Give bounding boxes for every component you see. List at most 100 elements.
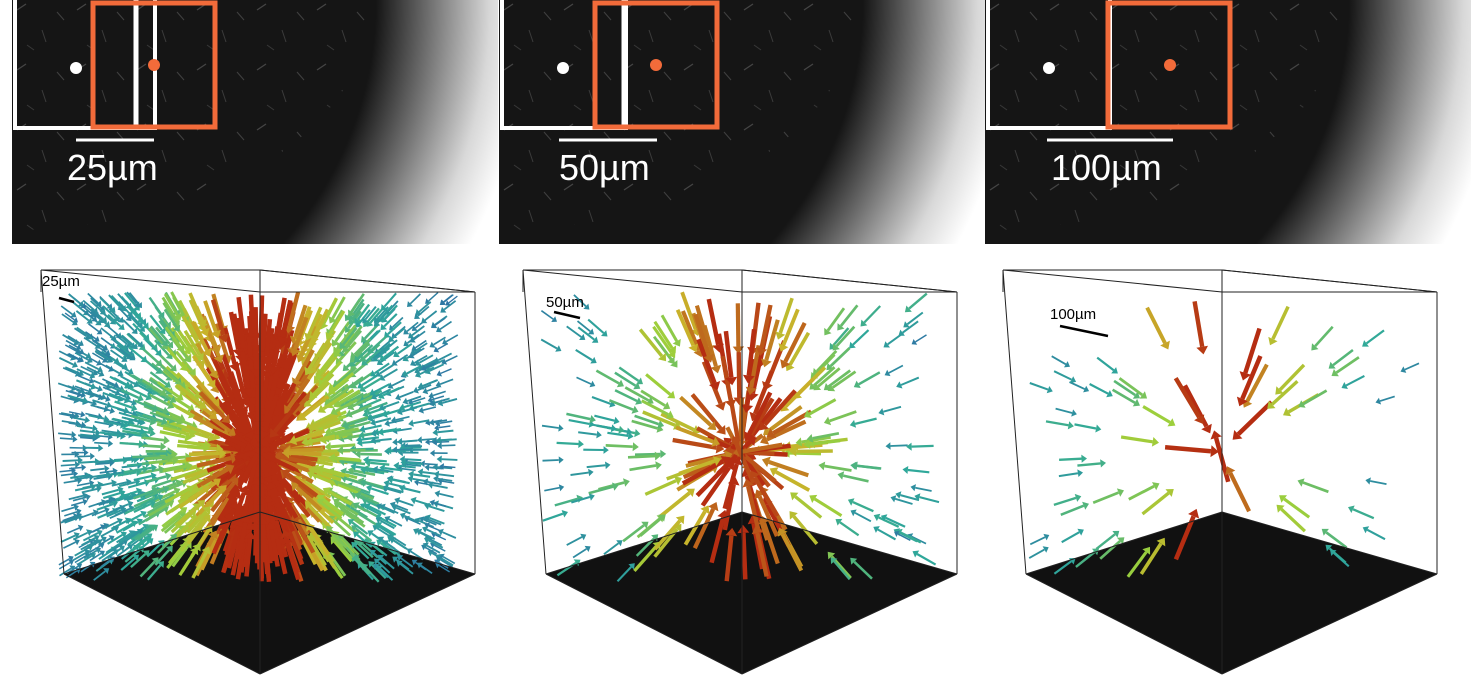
field-arrow [186,506,211,534]
field-arrow [324,442,356,452]
field-arrow [282,447,322,459]
field-arrow [780,377,815,412]
field-arrow [281,535,301,581]
field-arrow [1348,505,1375,520]
field-arrow [162,461,193,473]
field-arrow [186,424,221,441]
field-arrow [75,310,93,324]
field-arrow [371,388,392,400]
field-arrow [823,369,852,391]
field-arrow [423,515,442,526]
field-arrow [84,304,100,318]
field-arrow [379,345,400,361]
field-arrow [641,399,674,419]
field-arrow [554,494,583,507]
field-arrow [347,395,374,411]
field-arrow [422,478,442,486]
scale-bar [1059,324,1109,338]
field-arrow [696,338,721,391]
field-arrow [566,412,596,424]
field-arrow [384,516,403,527]
field-arrow [370,362,390,377]
field-arrow [58,559,74,570]
field-arrow [873,513,900,528]
field-arrow [129,423,155,433]
field-arrow [1375,395,1395,405]
cube-edge [545,573,743,675]
field-arrow [291,482,323,512]
field-arrow [639,514,666,537]
field-arrow [118,334,136,349]
field-arrow [139,557,159,578]
field-arrow [96,500,118,511]
field-arrow [102,378,119,388]
field-arrow [345,403,372,418]
field-arrow [307,313,328,348]
field-arrow [906,442,934,451]
field-arrow [422,542,441,554]
field-arrow [745,344,761,396]
field-arrow [435,378,454,388]
reference-dot [1043,62,1055,74]
field-arrow [337,445,366,455]
field-arrow [388,327,406,342]
field-arrow [1362,329,1385,347]
field-arrow [1061,528,1084,544]
scale-label: 25µm [42,273,80,290]
field-arrow [126,291,140,308]
field-arrow [60,514,80,524]
field-arrow [894,530,911,541]
field-arrow [603,540,623,555]
field-arrow [1331,356,1360,377]
field-arrow [133,487,158,500]
microscopy-panel-100: 100µm [985,0,1471,244]
field-arrow [672,437,725,454]
cube-edge [1221,573,1438,675]
field-arrow [117,306,132,322]
field-arrow [363,456,387,464]
field-arrow [575,349,597,364]
field-arrow [155,410,184,425]
cube-edge [63,511,261,575]
field-arrow [1089,383,1113,398]
field-arrow [1096,356,1118,374]
field-arrow [196,452,239,468]
field-arrow [61,450,80,458]
field-arrow [76,368,96,379]
field-arrow [809,494,843,518]
field-arrow [824,307,846,336]
field-arrow [749,370,774,422]
field-arrow [94,439,114,448]
field-arrow [622,521,649,543]
field-arrow [120,554,139,571]
field-arrow [1092,488,1124,504]
field-arrow [58,357,78,368]
field-arrow [266,481,288,525]
field-arrow [93,568,110,581]
field-arrow [110,349,128,362]
field-arrow [884,364,904,377]
field-arrow [1173,508,1200,561]
field-arrow [144,338,162,356]
field-arrow [190,320,212,357]
field-arrow [431,317,446,329]
field-arrow [755,304,773,356]
field-arrow [84,539,103,551]
field-arrow [910,484,932,492]
field-arrow [367,335,388,354]
field-arrow [586,461,611,470]
field-arrow [347,519,369,535]
field-arrow [1099,537,1125,560]
cube-edge [259,573,476,675]
field-arrow [424,502,445,513]
field-arrow [418,406,437,414]
field-arrow [789,446,833,457]
field-arrow [896,528,922,544]
cube-edge [1025,573,1223,675]
field-arrow [374,558,391,574]
field-arrow [76,479,95,487]
field-arrow [433,475,453,483]
field-arrow [652,325,676,358]
field-arrow [417,468,439,476]
field-arrow [111,478,132,487]
